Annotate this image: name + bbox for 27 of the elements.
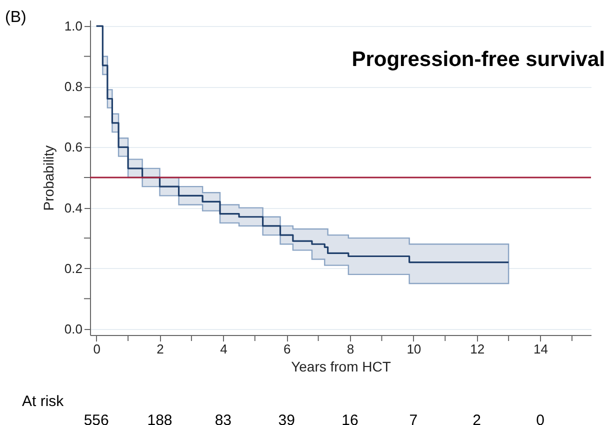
text: 556 [84,412,109,425]
x-tick-label: 0 [93,342,100,356]
y-tick-label: 0.4 [64,200,82,216]
x-tick-label: 14 [534,342,548,356]
text: Progression-free survival [352,48,605,71]
x-tick-label: 4 [220,342,228,356]
text: 0 [536,412,544,425]
text: 83 [214,412,232,425]
text: 2 [472,412,482,425]
y-tick-label: 0.0 [64,321,82,336]
y-tick-label: 1.0 [64,18,82,34]
x-tick-label: 6 [283,342,291,356]
text: 39 [278,412,295,425]
y-tick-label: 0.6 [64,140,82,155]
x-tick-label: 8 [346,342,354,356]
y-axis-title: Probability [40,145,56,211]
text: (B) [5,9,26,26]
x-tick-label: 12 [470,342,485,356]
x-tick-label: 10 [406,342,422,356]
y-tick-label: 0.8 [64,79,82,94]
x-tick-label: 2 [156,342,164,356]
x-axis-title: Years from HCT [291,358,392,374]
text: 16 [342,412,358,425]
text: 188 [147,412,172,425]
y-tick-label: 0.2 [64,260,82,276]
text: 7 [409,412,418,425]
text: At risk [22,393,64,410]
